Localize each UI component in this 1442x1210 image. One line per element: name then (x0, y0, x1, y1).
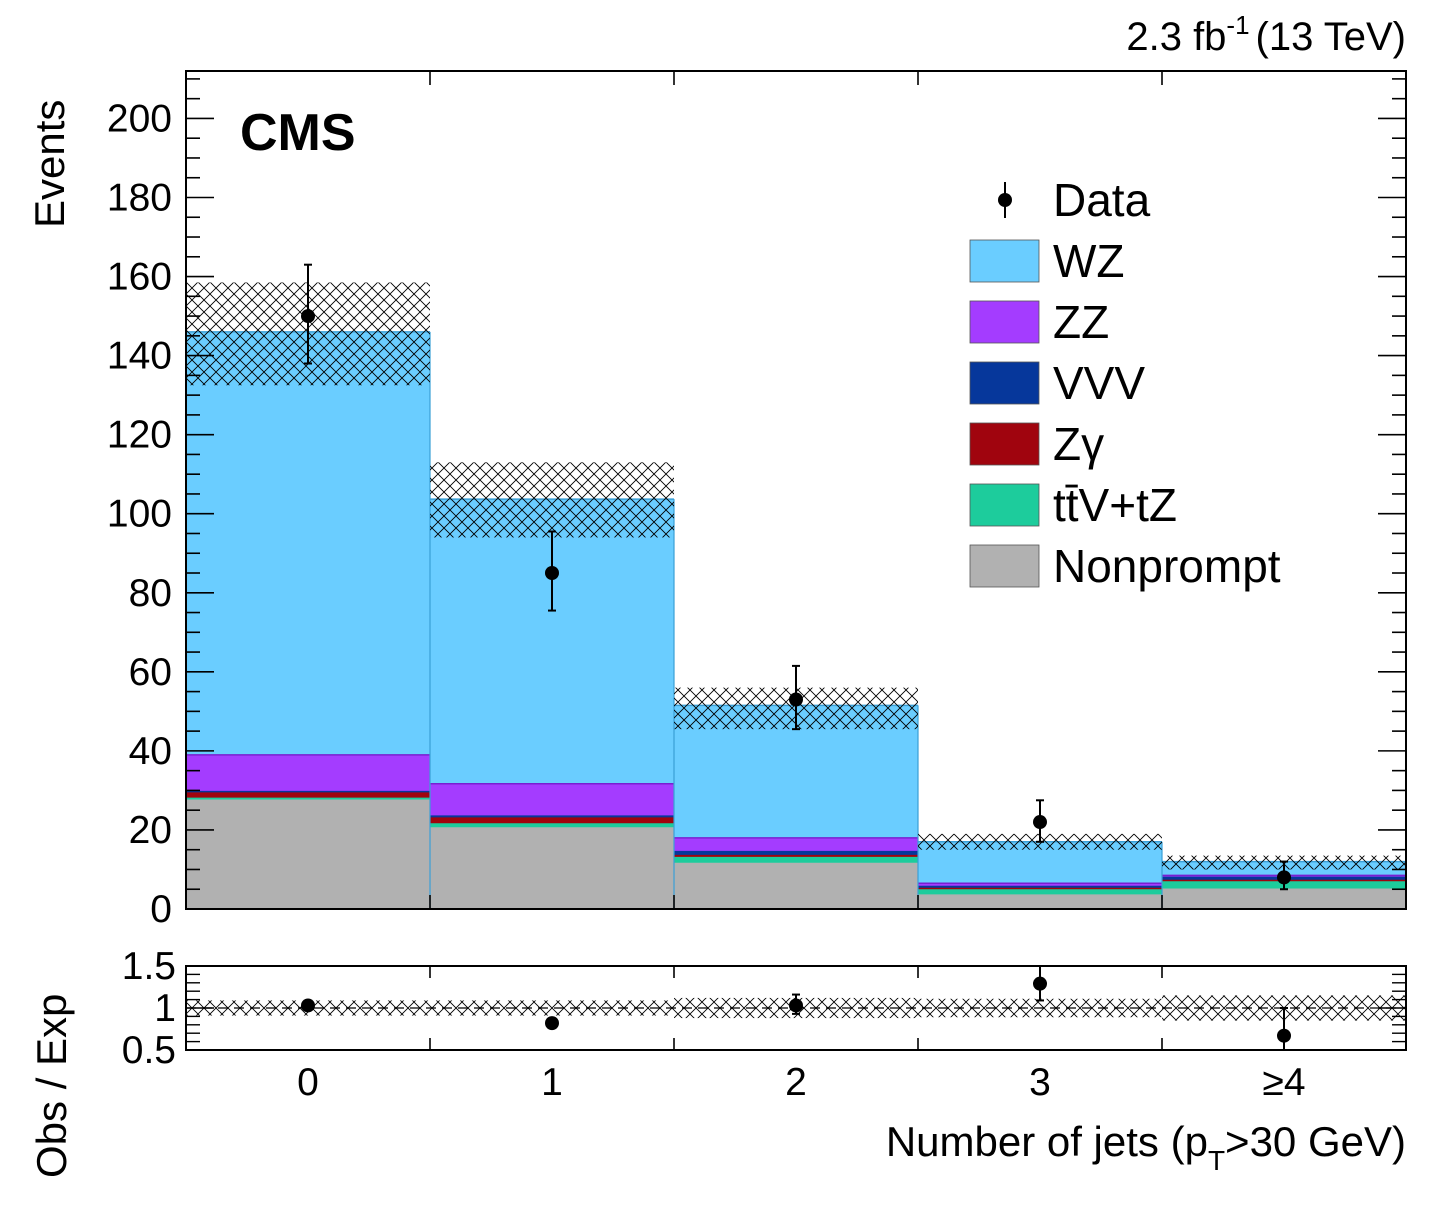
bar-zgamma-0 (186, 792, 430, 799)
bar-zgamma-1 (430, 818, 674, 825)
experiment-label: CMS (240, 104, 356, 162)
ratio-point-3 (1033, 976, 1047, 991)
legend-label-0: Data (1053, 174, 1151, 226)
data-point-1 (545, 566, 559, 581)
legend-data-marker (998, 193, 1012, 207)
legend: Data WZ ZZ VVV Zγ tt̄V+tZ Nonprompt (969, 174, 1281, 592)
ratio-y-axis-title: Obs / Exp (28, 994, 75, 1178)
ratio-y-tick-label-1: 1 (154, 987, 176, 1030)
legend-swatch-zgamma (969, 422, 1040, 466)
ratio-axis-ticks (185, 965, 1407, 1051)
x-tick-label-3: 3 (1029, 1061, 1051, 1104)
data-point-2 (789, 692, 803, 707)
y-tick-label-140: 140 (107, 335, 172, 378)
bar-zz-2 (674, 837, 918, 852)
main-data-points (301, 263, 1291, 891)
bar-nonprompt-3 (918, 895, 1162, 909)
x-tick-label-4: ≥4 (1262, 1061, 1305, 1104)
main-y-tick-labels: 0 20 40 60 80 100 120 140 160 180 200 (107, 97, 172, 931)
legend-label-1: WZ (1053, 235, 1125, 287)
x-tick-labels: 0 1 2 3 ≥4 (297, 1061, 1305, 1104)
legend-swatch-vvv (969, 361, 1040, 405)
ratio-y-tick-label-1.5: 1.5 (122, 945, 176, 988)
legend-label-4: Zγ (1053, 418, 1104, 470)
y-tick-label-200: 200 (107, 97, 172, 140)
y-tick-label-160: 160 (107, 256, 172, 299)
bar-zz-3 (918, 883, 1162, 887)
bar-ttv_tz-1 (430, 824, 674, 828)
legend-label-2: ZZ (1053, 296, 1109, 348)
legend-label-3: VVV (1053, 357, 1145, 409)
legend-label-5: tt̄V+tZ (1053, 479, 1177, 531)
bar-vvv-3 (918, 886, 1162, 889)
bar-ttv_tz-0 (186, 798, 430, 801)
y-tick-label-80: 80 (129, 572, 172, 615)
legend-swatch-wz (969, 239, 1040, 283)
y-tick-label-100: 100 (107, 493, 172, 536)
bar-nonprompt-4 (1162, 889, 1406, 909)
main-y-axis-title: Events (26, 100, 73, 228)
main-stack-bars (186, 331, 1406, 909)
lumi-label: 2.3 fb-1 (13 TeV) (1126, 10, 1406, 59)
ratio-hatch-1 (430, 1000, 674, 1016)
x-tick-label-0: 0 (297, 1061, 319, 1104)
legend-swatch-ttv_tz (969, 483, 1040, 527)
bar-nonprompt-1 (430, 827, 674, 909)
legend-swatch-nonprompt (969, 544, 1040, 588)
ratio-y-tick-label-0.5: 0.5 (122, 1029, 176, 1072)
data-point-4 (1277, 870, 1291, 885)
legend-swatch-zz (969, 300, 1040, 344)
main-axis-ticks (185, 71, 1407, 910)
main-frame (185, 70, 1407, 910)
bar-vvv-2 (674, 851, 918, 856)
y-tick-label-180: 180 (107, 176, 172, 219)
ratio-uncertainty-band (186, 995, 1406, 1021)
uncertainty-hatch-1 (430, 462, 674, 538)
y-tick-label-40: 40 (129, 730, 172, 773)
x-axis-title: Number of jets (pT>30 GeV) (886, 1118, 1406, 1176)
bar-nonprompt-0 (186, 800, 430, 909)
data-point-0 (301, 309, 315, 324)
y-tick-label-60: 60 (129, 651, 172, 694)
ratio-point-0 (301, 998, 315, 1013)
y-tick-label-120: 120 (107, 414, 172, 457)
bar-nonprompt-2 (674, 863, 918, 909)
legend-label-6: Nonprompt (1053, 540, 1281, 592)
bar-ttv_tz-3 (918, 889, 1162, 896)
ratio-point-1 (545, 1016, 559, 1031)
y-tick-label-0: 0 (150, 888, 172, 931)
bar-zz-0 (186, 754, 430, 792)
bar-zgamma-2 (674, 855, 918, 858)
ratio-point-4 (1277, 1028, 1291, 1043)
bar-zz-1 (430, 783, 674, 817)
x-tick-label-2: 2 (785, 1061, 807, 1104)
y-tick-label-20: 20 (129, 809, 172, 852)
bar-wz-0 (186, 331, 430, 755)
data-point-3 (1033, 815, 1047, 830)
ratio-point-2 (789, 998, 803, 1013)
bar-ttv_tz-2 (674, 857, 918, 864)
ratio-y-tick-labels: 0.511.5 (122, 945, 176, 1072)
x-tick-label-1: 1 (541, 1061, 563, 1104)
bar-vvv-1 (430, 816, 674, 819)
